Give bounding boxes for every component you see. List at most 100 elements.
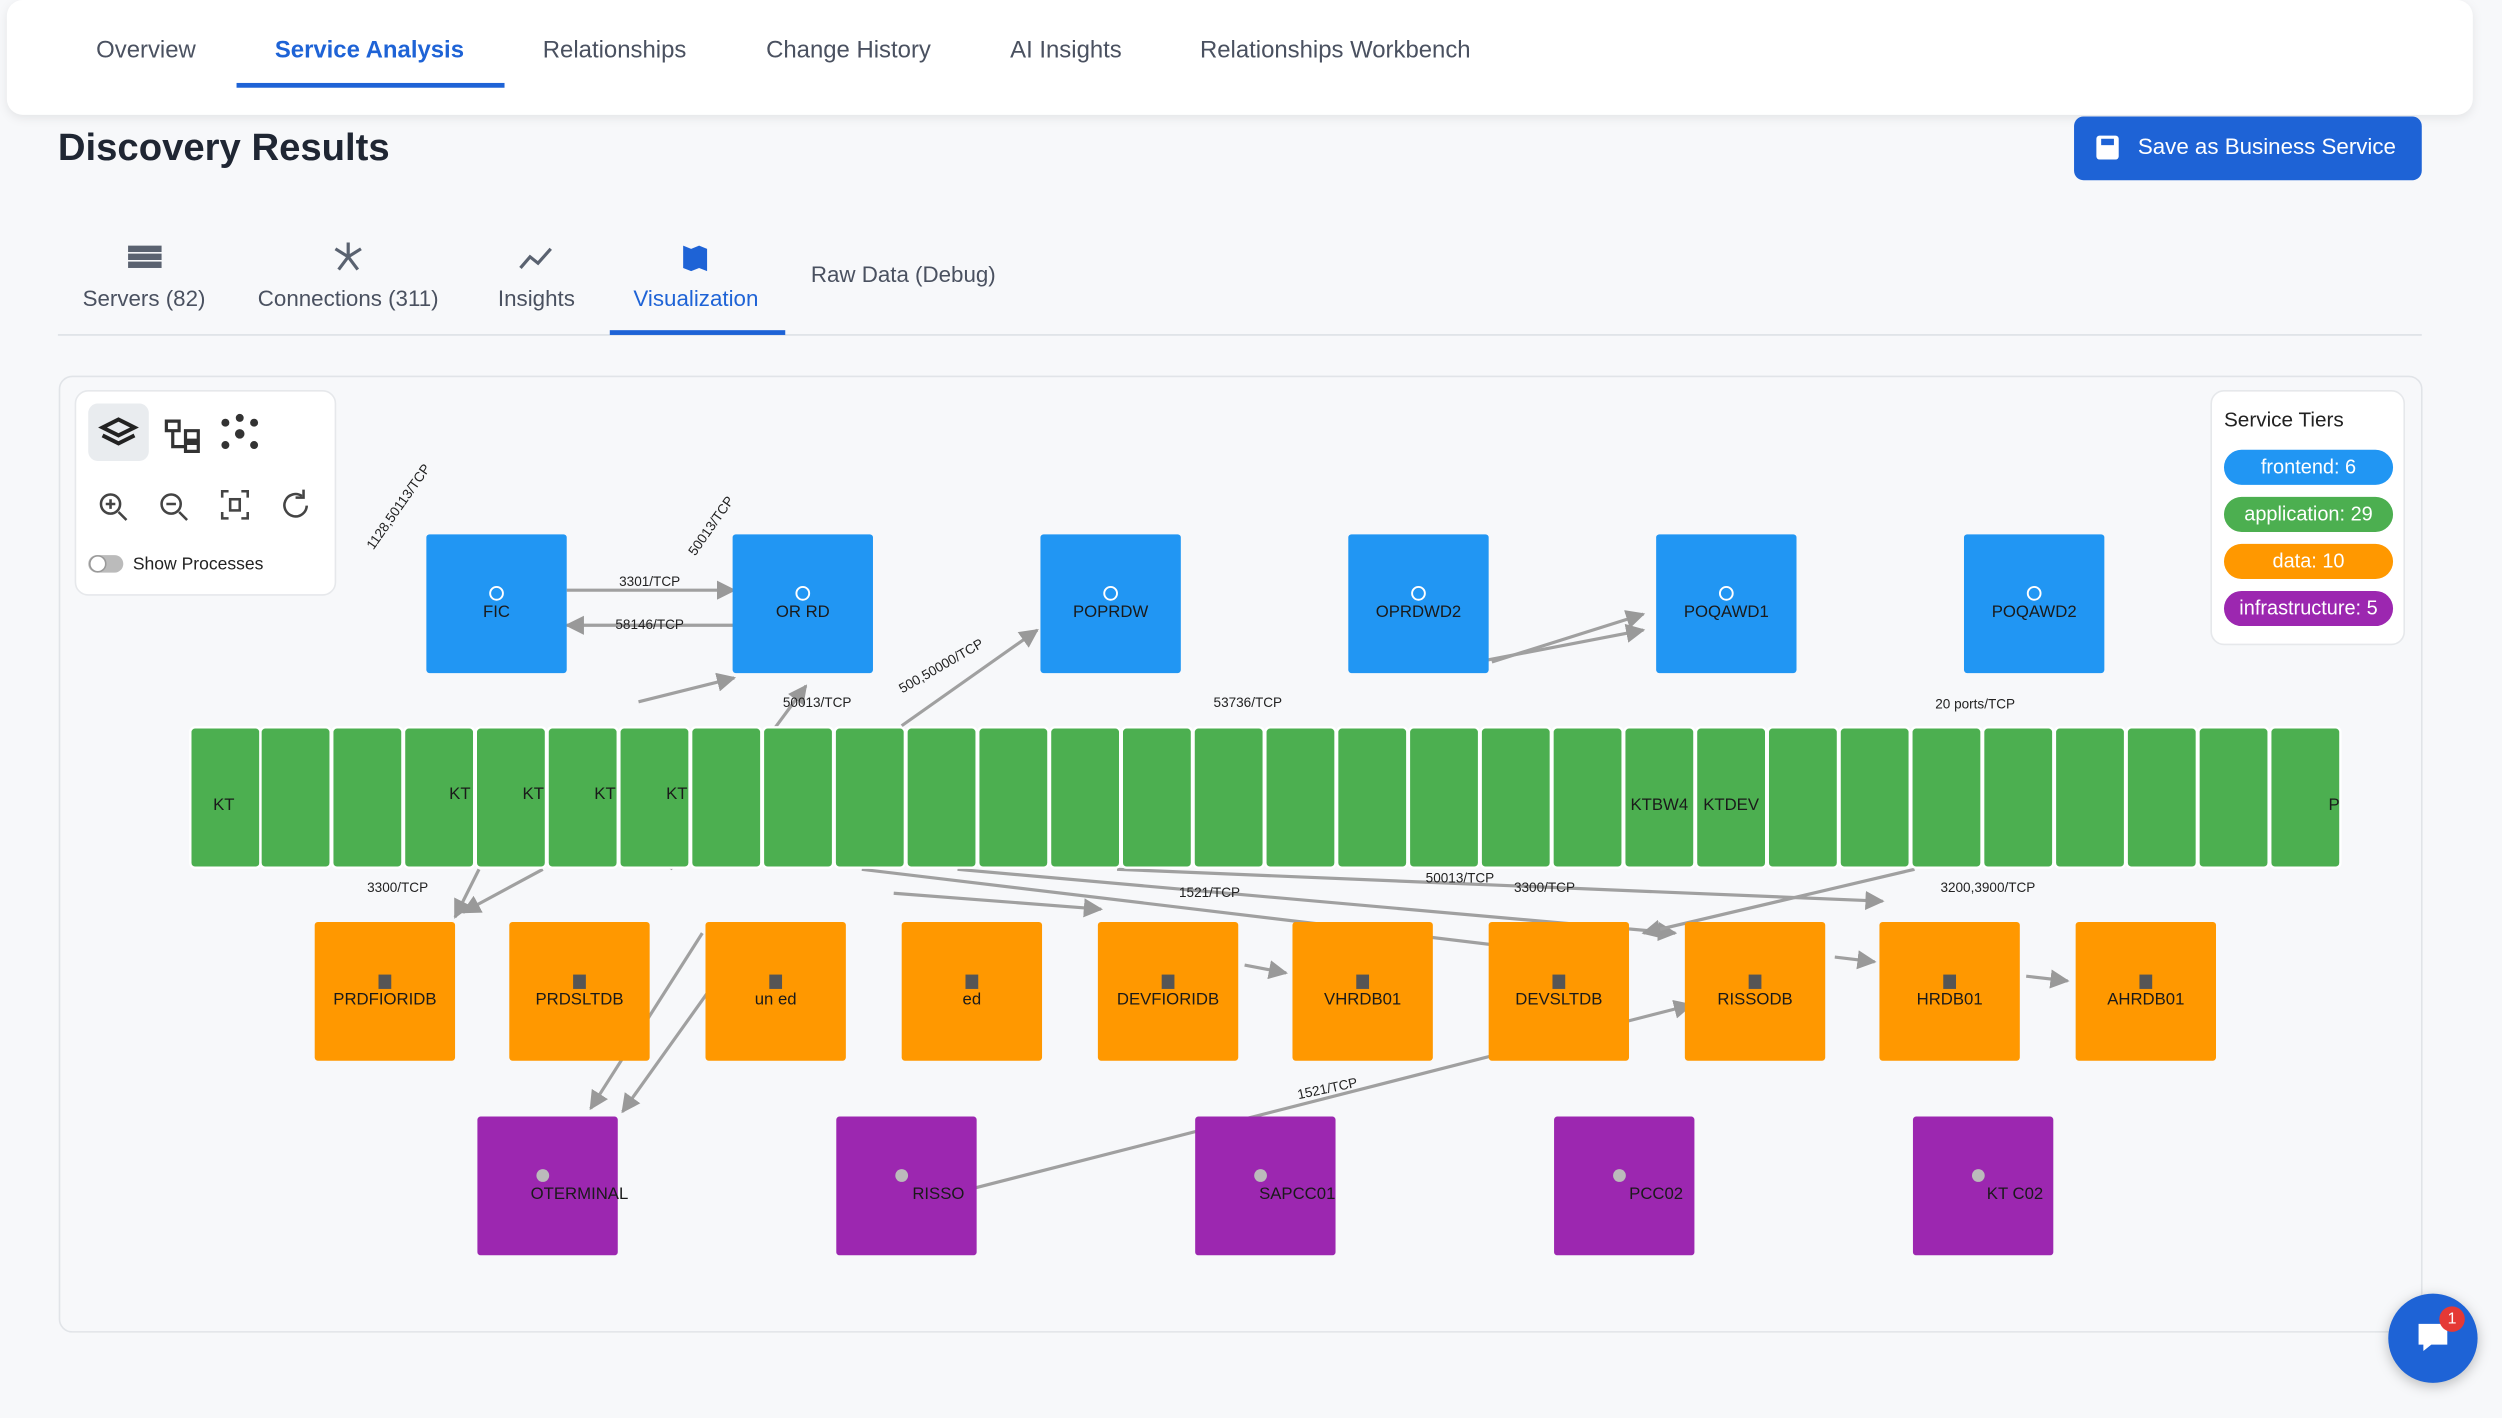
node-icon [2026, 586, 2042, 601]
application-node[interactable] [1335, 726, 1409, 869]
application-node[interactable] [1623, 726, 1696, 869]
application-node[interactable] [2269, 726, 2342, 869]
frontend-node[interactable] [1040, 534, 1181, 674]
frontend-node[interactable] [1348, 534, 1489, 674]
application-node[interactable] [1048, 726, 1122, 869]
application-node[interactable] [618, 726, 691, 869]
data-node[interactable] [1488, 921, 1630, 1061]
application-node[interactable] [402, 726, 476, 869]
application-node[interactable] [1766, 726, 1840, 869]
edge-label: 50013/TCP [783, 695, 852, 710]
application-node[interactable] [905, 726, 978, 869]
sub-tab[interactable]: Raw Data (Debug) [811, 262, 996, 287]
application-node[interactable] [474, 726, 548, 869]
sub-tab-underline [609, 330, 786, 335]
nav-tab[interactable]: Relationships [543, 36, 687, 63]
reset-button[interactable] [283, 492, 309, 518]
sub-tab[interactable]: Visualization [633, 286, 758, 311]
edge-label: 1521/TCP [1179, 885, 1240, 900]
node-label: DEVSLTDB [1515, 990, 1602, 1009]
frontend-node[interactable] [1963, 534, 2105, 674]
application-node[interactable] [1910, 726, 1983, 869]
application-node[interactable] [546, 726, 619, 869]
node-label: KT [449, 784, 470, 803]
nav-tab[interactable]: Change History [766, 36, 931, 63]
infrastructure-node[interactable] [477, 1116, 618, 1256]
edge-label: 3200,3900/TCP [1940, 880, 2035, 895]
node-label: OTERMINAL [531, 1184, 629, 1203]
infrastructure-node[interactable] [1912, 1116, 2054, 1256]
infrastructure-node[interactable] [836, 1116, 977, 1256]
application-node[interactable] [1551, 726, 1624, 869]
edge [461, 867, 544, 914]
application-node[interactable] [1694, 726, 1768, 869]
application-node[interactable] [761, 726, 835, 869]
application-node[interactable] [689, 726, 763, 869]
graph-button[interactable] [221, 413, 259, 450]
node-label: P [2328, 795, 2339, 814]
fit-button[interactable] [220, 489, 249, 520]
sub-tab[interactable]: Servers (82) [83, 286, 206, 311]
node-icon [1971, 1169, 1985, 1182]
node-icon [965, 974, 979, 989]
layer-button[interactable] [88, 403, 149, 461]
frontend-node[interactable] [1656, 534, 1797, 674]
sub-tab[interactable]: Connections (311) [258, 286, 439, 311]
application-node[interactable] [259, 726, 332, 869]
legend-item[interactable] [2223, 449, 2394, 485]
application-node[interactable] [1407, 726, 1481, 869]
node-icon [1943, 974, 1957, 989]
legend-item[interactable] [2223, 590, 2394, 627]
node-icon [769, 974, 783, 989]
nav-tab[interactable]: Relationships Workbench [1200, 36, 1471, 63]
tree-button[interactable] [164, 419, 200, 453]
node-label: DEVFIORIDB [1117, 990, 1219, 1009]
application-node[interactable] [1264, 726, 1337, 869]
legend-item[interactable] [2223, 543, 2394, 580]
nav-tab[interactable]: AI Insights [1010, 36, 1122, 63]
sub-tab[interactable]: Insights [498, 286, 575, 311]
frontend-node[interactable] [426, 534, 567, 674]
application-node[interactable] [833, 726, 907, 869]
data-node[interactable] [2075, 921, 2217, 1061]
application-node[interactable] [2197, 726, 2270, 869]
nav-tab[interactable]: Service Analysis [275, 36, 464, 63]
legend-title: Service Tiers [2224, 409, 2344, 432]
application-node[interactable] [2125, 726, 2199, 869]
edge [1244, 960, 1288, 980]
node-icon [1748, 974, 1762, 989]
application-node[interactable] [331, 726, 404, 869]
infrastructure-node[interactable] [1195, 1116, 1336, 1256]
application-node[interactable] [1120, 726, 1194, 869]
legend-label: infrastructure: 5 [2239, 598, 2377, 620]
legend-item[interactable] [2223, 496, 2394, 532]
node-label: RISSO [912, 1184, 964, 1203]
data-node[interactable] [314, 921, 456, 1061]
nav-tab[interactable]: Overview [96, 36, 196, 63]
edge-label: 20 ports/TCP [1935, 697, 2015, 712]
edge-label: 3300/TCP [367, 880, 428, 895]
servers-icon [128, 253, 162, 260]
application-node[interactable] [977, 726, 1050, 869]
zoom-out[interactable] [160, 493, 182, 515]
data-node[interactable] [901, 921, 1043, 1061]
data-node[interactable] [1097, 921, 1239, 1061]
servers-icon [128, 245, 162, 253]
data-node[interactable] [1292, 921, 1433, 1061]
application-node[interactable] [1981, 726, 2055, 869]
application-node[interactable] [2053, 726, 2127, 869]
data-node[interactable] [1879, 921, 2020, 1061]
application-node[interactable] [1479, 726, 1553, 869]
infrastructure-node[interactable] [1554, 1116, 1695, 1256]
application-node[interactable] [1192, 726, 1265, 869]
application-node[interactable] [1838, 726, 1911, 869]
data-node[interactable] [1684, 921, 1826, 1061]
node-icon [895, 1169, 909, 1182]
zoom-in[interactable] [99, 493, 122, 515]
save-button[interactable] [2074, 116, 2422, 181]
frontend-node[interactable] [732, 534, 873, 674]
layer-icon [98, 417, 139, 446]
data-node[interactable] [705, 921, 846, 1061]
node-label: KTBW4 [1631, 795, 1689, 814]
data-node[interactable] [509, 921, 650, 1061]
